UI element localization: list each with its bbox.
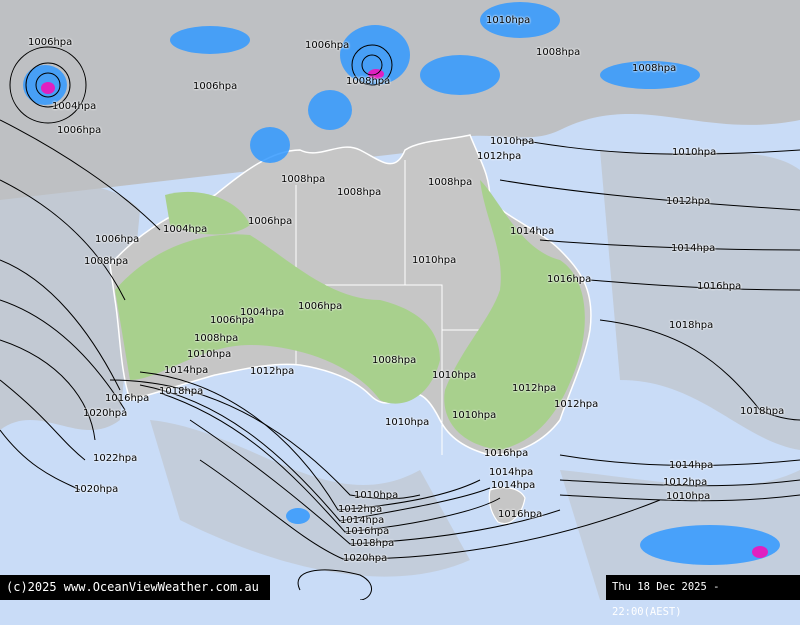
isobar-label: 1008hpa xyxy=(84,256,129,267)
isobar-label: 1018hpa xyxy=(159,386,204,397)
isobar-label: 1010hpa xyxy=(672,147,717,158)
isobar-label: 1014hpa xyxy=(510,226,555,237)
isobar-label: 1010hpa xyxy=(187,349,232,360)
copyright-banner: (c)2025 www.OceanViewWeather.com.au xyxy=(0,575,270,600)
isobar-label: 1006hpa xyxy=(95,234,140,245)
isobars xyxy=(0,44,800,600)
isobar-label: 1016hpa xyxy=(697,281,742,292)
isobar-label: 1010hpa xyxy=(490,136,535,147)
isobar-label: 1012hpa xyxy=(512,383,557,394)
isobar-label: 1008hpa xyxy=(281,174,326,185)
isobar-label: 1008hpa xyxy=(194,333,239,344)
isobar-label: 1010hpa xyxy=(412,255,457,266)
isobar-label: 1006hpa xyxy=(210,315,255,326)
isobar-label: 1006hpa xyxy=(28,37,73,48)
isobar-label: 1010hpa xyxy=(666,491,711,502)
isobar-label: 1006hpa xyxy=(305,40,350,51)
isobar-label: 1016hpa xyxy=(484,448,529,459)
isobar-label: 1016hpa xyxy=(105,393,150,404)
isobar-label: 1022hpa xyxy=(93,453,138,464)
isobar-label: 1008hpa xyxy=(372,355,417,366)
weather-map xyxy=(0,0,800,600)
isobar-label: 1006hpa xyxy=(298,301,343,312)
isobar-label: 1008hpa xyxy=(346,76,391,87)
isobar-label: 1018hpa xyxy=(350,538,395,549)
isobar-label: 1012hpa xyxy=(663,477,708,488)
isobar-label: 1014hpa xyxy=(489,467,534,478)
isobar-label: 1012hpa xyxy=(554,399,599,410)
isobar-label: 1012hpa xyxy=(338,504,383,515)
isobar-label: 1014hpa xyxy=(164,365,209,376)
isobar-label: 1012hpa xyxy=(250,366,295,377)
isobar-label: 1006hpa xyxy=(193,81,238,92)
isobar-label: 1014hpa xyxy=(340,515,385,526)
isobar-label: 1010hpa xyxy=(354,490,399,501)
valid-time-banner: Thu 18 Dec 2025 - 22:00(AEST) xyxy=(606,575,800,618)
isobar-label: 1018hpa xyxy=(740,406,785,417)
isobar-label: 1004hpa xyxy=(163,224,208,235)
rain-areas xyxy=(115,180,585,450)
isobar-label: 1004hpa xyxy=(52,101,97,112)
isobar-label: 1016hpa xyxy=(345,526,390,537)
isobar-label: 1004hpa xyxy=(240,307,285,318)
isobar-label: 1016hpa xyxy=(547,274,592,285)
isobar-label: 1020hpa xyxy=(74,484,119,495)
isobar-label: 1014hpa xyxy=(671,243,716,254)
isobar-label: 1010hpa xyxy=(486,15,531,26)
isobar-label: 1008hpa xyxy=(536,47,581,58)
tasmania xyxy=(488,487,526,524)
isobar-label: 1010hpa xyxy=(432,370,477,381)
isobar-label: 1018hpa xyxy=(669,320,714,331)
isobar-label: 1008hpa xyxy=(428,177,473,188)
isobar-label: 1020hpa xyxy=(83,408,128,419)
isobar-label: 1012hpa xyxy=(666,196,711,207)
isobar-label: 1012hpa xyxy=(477,151,522,162)
isobar-label: 1020hpa xyxy=(343,553,388,564)
isobar-label: 1008hpa xyxy=(632,63,677,74)
isobar-label: 1006hpa xyxy=(57,125,102,136)
isobar-label: 1010hpa xyxy=(452,410,497,421)
isobar-label: 1014hpa xyxy=(491,480,536,491)
isobar-label: 1006hpa xyxy=(248,216,293,227)
isobar-label: 1014hpa xyxy=(669,460,714,471)
isobar-label: 1008hpa xyxy=(337,187,382,198)
isobar-label: 1016hpa xyxy=(498,509,543,520)
isobar-label: 1010hpa xyxy=(385,417,430,428)
rain-blue xyxy=(23,2,780,565)
